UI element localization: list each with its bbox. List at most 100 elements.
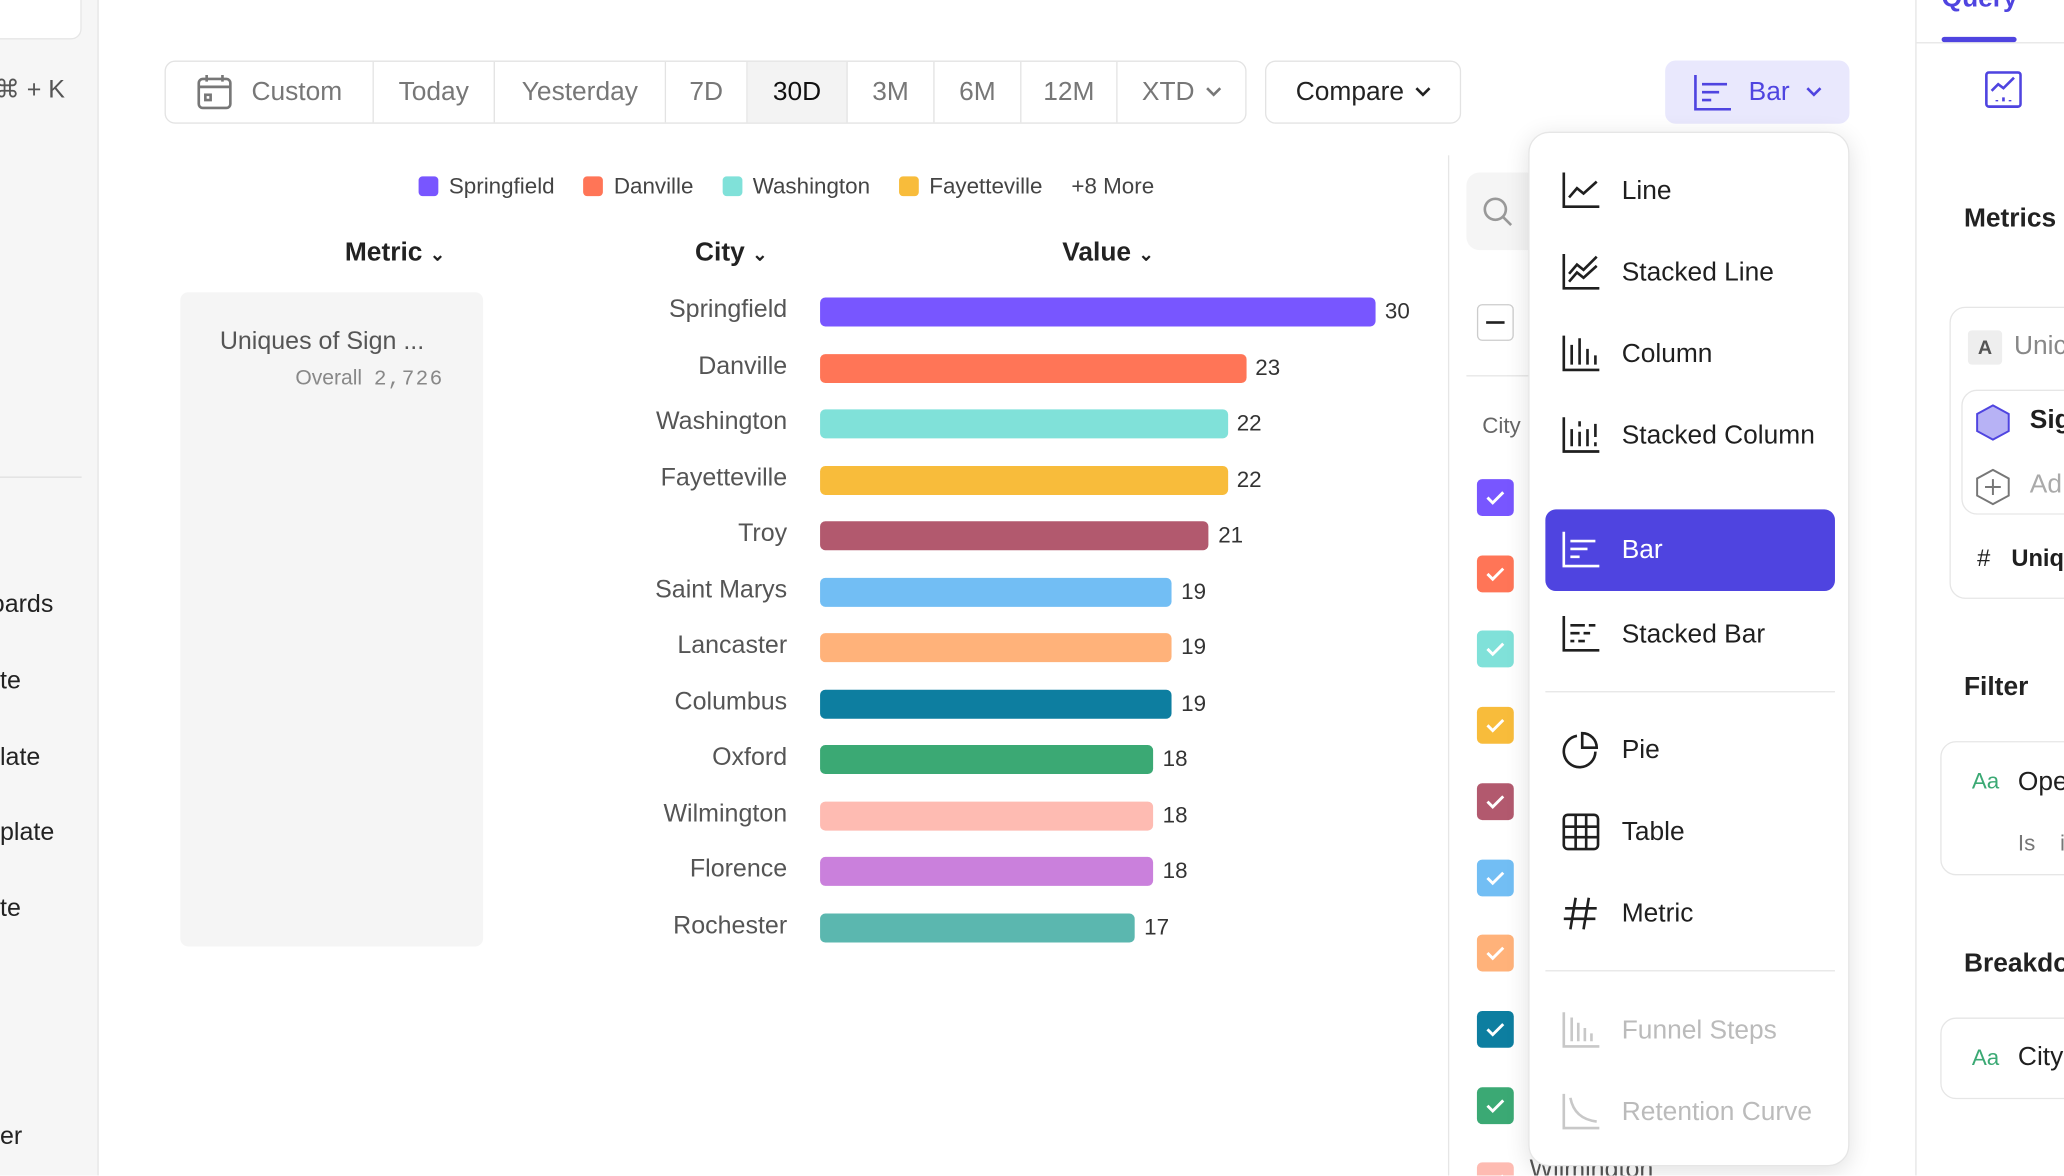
- filter-property: Ope: [2017, 767, 2064, 797]
- compare-button[interactable]: Compare: [1264, 60, 1462, 124]
- chart-type-button[interactable]: Bar: [1665, 60, 1850, 124]
- range-7d[interactable]: 7D: [666, 61, 748, 123]
- overall-value: 2,726: [373, 367, 444, 391]
- metric-name[interactable]: Unic: [2013, 331, 2064, 361]
- bar[interactable]: [820, 912, 1135, 942]
- range-label: XTD: [1141, 77, 1195, 106]
- filter-value[interactable]: i: [2060, 831, 2064, 857]
- check-icon: [1486, 946, 1505, 961]
- bar[interactable]: [820, 465, 1228, 495]
- bar[interactable]: [820, 297, 1376, 327]
- range-6m[interactable]: 6M: [935, 61, 1022, 123]
- bar[interactable]: [820, 856, 1154, 886]
- check-icon: [1486, 567, 1505, 581]
- menu-item-table[interactable]: Table: [1545, 791, 1835, 873]
- bar-label: Fayetteville: [660, 464, 788, 492]
- tab-query[interactable]: Query: [1942, 0, 2018, 14]
- data-label: 19: [1181, 690, 1207, 716]
- check-icon: [1486, 1022, 1505, 1037]
- bar[interactable]: [820, 633, 1172, 663]
- range-xtd[interactable]: XTD: [1118, 62, 1246, 123]
- menu-item-bar[interactable]: Bar: [1545, 509, 1835, 592]
- filter-card[interactable]: Aa Ope Is i: [1940, 741, 2064, 876]
- sidebar-item[interactable]: late: [0, 743, 41, 772]
- series-checkbox[interactable]: [1476, 706, 1514, 744]
- menu-item-label: Metric: [1621, 898, 1694, 928]
- chevron-down-icon: [1205, 87, 1221, 97]
- metric-column-header[interactable]: Metric ⌄: [344, 238, 446, 268]
- menu-item-label: Column: [1621, 338, 1713, 368]
- check-icon: [1486, 1098, 1505, 1113]
- menu-item-stacked-bar[interactable]: Stacked Bar: [1545, 594, 1835, 676]
- value-column-header[interactable]: Value ⌄: [1062, 238, 1154, 268]
- bar-label: Lancaster: [677, 631, 788, 660]
- series-checkbox[interactable]: [1476, 1162, 1514, 1176]
- column-chart-icon: [1562, 335, 1600, 372]
- range-yesterday[interactable]: Yesterday: [495, 61, 667, 123]
- legend-item[interactable]: Fayetteville: [899, 174, 1042, 200]
- sidebar-top-box[interactable]: [0, 0, 82, 40]
- select-all-checkbox[interactable]: [1476, 304, 1514, 341]
- menu-item-metric[interactable]: Metric: [1545, 873, 1835, 955]
- range-30d[interactable]: 30D: [747, 61, 848, 123]
- bar-label: Wilmington: [663, 799, 788, 828]
- series-checkbox[interactable]: [1476, 555, 1514, 592]
- metric-letter-badge: A: [1967, 330, 2003, 365]
- city-column-header[interactable]: City ⌄: [695, 238, 768, 268]
- bar-label: Springfield: [668, 296, 788, 324]
- series-checkbox[interactable]: [1476, 782, 1514, 820]
- sidebar-item[interactable]: oards: [0, 591, 54, 619]
- bar[interactable]: [820, 577, 1172, 607]
- legend-item[interactable]: Danville: [583, 174, 693, 200]
- add-event[interactable]: Ad: [2029, 469, 2062, 499]
- sidebar-item[interactable]: te: [0, 895, 21, 923]
- sidebar-item[interactable]: plate: [0, 818, 55, 847]
- bar[interactable]: [820, 689, 1172, 719]
- filter-operator[interactable]: Is: [2017, 830, 2036, 856]
- legend-item[interactable]: Springfield: [418, 174, 555, 200]
- bar-label: Danville: [698, 352, 788, 380]
- chart-type-menu: Line Stacked Line Column Stacked Column Bar S…: [1528, 131, 1850, 1167]
- sidebar-item[interactable]: er: [0, 1122, 23, 1151]
- range-today[interactable]: Today: [374, 61, 495, 123]
- series-checkbox[interactable]: [1476, 631, 1514, 668]
- measure-name[interactable]: Uniqu: [2011, 544, 2064, 572]
- bar-label: Florence: [689, 855, 788, 884]
- series-header: City: [1482, 413, 1521, 439]
- series-checkbox[interactable]: [1476, 479, 1514, 517]
- bar[interactable]: [820, 745, 1154, 775]
- menu-item-label: Line: [1621, 175, 1672, 205]
- metrics-title: Metrics: [1963, 204, 2057, 233]
- series-checkbox[interactable]: [1476, 1010, 1514, 1048]
- divider: [1915, 0, 1917, 1176]
- insights-icon[interactable]: [1985, 71, 2022, 108]
- series-checkbox[interactable]: [1476, 1086, 1514, 1124]
- breakdown-card[interactable]: Aa City: [1940, 1017, 2064, 1100]
- series-checkbox[interactable]: [1476, 934, 1514, 972]
- range-custom[interactable]: Custom: [166, 61, 374, 123]
- chart-type-label: Bar: [1748, 77, 1790, 106]
- metric-card[interactable]: A Unic Sig Ad # Uniqu: [1949, 306, 2064, 599]
- menu-item-pie[interactable]: Pie: [1545, 710, 1835, 792]
- bar[interactable]: [820, 409, 1228, 439]
- search-shortcut[interactable]: ⌘ + K: [0, 76, 65, 104]
- bar[interactable]: [820, 521, 1210, 551]
- series-checkbox[interactable]: [1476, 858, 1514, 896]
- range-3m[interactable]: 3M: [848, 61, 935, 123]
- data-label: 30: [1384, 298, 1410, 324]
- legend-more[interactable]: +8 More: [1071, 173, 1155, 199]
- menu-item-stacked-column[interactable]: Stacked Column: [1545, 395, 1835, 477]
- event-name[interactable]: Sig: [2029, 405, 2064, 435]
- add-icon[interactable]: [1976, 468, 2010, 506]
- legend-item[interactable]: Washington: [722, 174, 870, 200]
- bar[interactable]: [820, 353, 1247, 383]
- sidebar-item[interactable]: te: [0, 667, 21, 696]
- bar[interactable]: [820, 800, 1154, 830]
- range-12m[interactable]: 12M: [1021, 61, 1118, 123]
- divider: [0, 476, 82, 478]
- minus-icon: [1486, 321, 1505, 324]
- bar-label: Washington: [656, 408, 788, 436]
- menu-item-stacked-line[interactable]: Stacked Line: [1545, 232, 1835, 314]
- menu-item-column[interactable]: Column: [1545, 313, 1835, 395]
- menu-item-line[interactable]: Line: [1545, 150, 1835, 232]
